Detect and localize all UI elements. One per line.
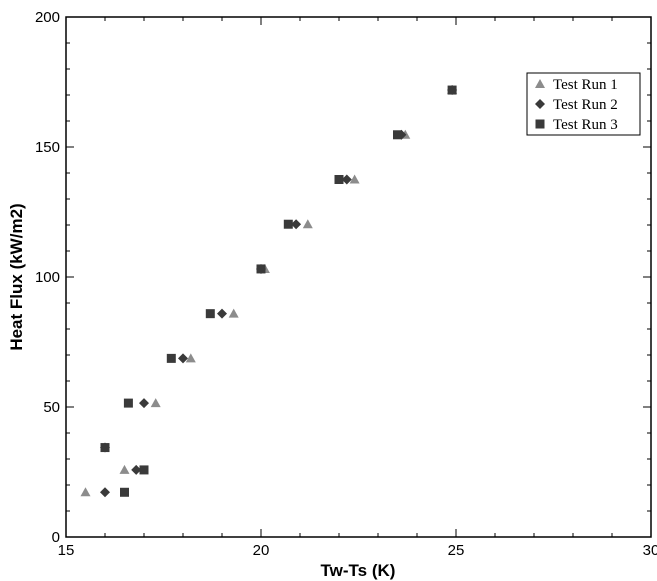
data-point-square (123, 398, 133, 408)
legend-marker-triangle (535, 79, 545, 88)
data-point-diamond (291, 219, 302, 230)
data-point-square (256, 264, 266, 274)
data-point-diamond (178, 353, 188, 364)
y-tick-label: 100 (35, 269, 60, 286)
legend-label: Test Run 2 (553, 97, 618, 113)
data-point-square (393, 130, 402, 140)
data-points (80, 85, 458, 498)
y-tick-label: 0 (52, 529, 60, 546)
legend-label: Test Run 1 (553, 77, 618, 93)
legend-label: Test Run 3 (553, 117, 618, 133)
data-point-triangle (185, 353, 196, 363)
legend: Test Run 1 Test Run 2 Test Run 3 (526, 72, 641, 136)
data-point-square (139, 465, 149, 475)
data-point-triangle (349, 174, 360, 184)
legend-marker-diamond (535, 99, 545, 109)
y-tick-label: 50 (43, 399, 60, 416)
data-point-diamond (131, 464, 142, 475)
axis-tick-labels: 15 20 25 30 0 50 100 150 200 (35, 9, 657, 559)
data-point-square (283, 219, 293, 229)
data-point-square (120, 487, 129, 497)
x-tick-label: 15 (58, 542, 75, 559)
data-point-diamond (217, 308, 227, 319)
data-point-diamond (139, 398, 149, 409)
axis-ticks (65, 16, 652, 538)
x-axis-title: Tw-Ts (K) (321, 561, 396, 580)
x-tick-label: 30 (643, 542, 657, 559)
data-point-triangle (150, 398, 161, 408)
data-point-triangle (119, 464, 130, 474)
data-point-square (166, 353, 176, 363)
data-point-square (100, 443, 110, 453)
data-point-square (334, 175, 344, 184)
data-point-square (205, 309, 215, 319)
legend-marker-square (535, 119, 545, 129)
x-tick-label: 25 (448, 542, 465, 559)
data-point-diamond (100, 487, 110, 498)
data-point-triangle (228, 308, 239, 318)
data-point-square (447, 85, 457, 95)
data-point-triangle (302, 219, 313, 229)
y-axis-title: Heat Flux (kW/m2) (7, 203, 26, 350)
y-tick-label: 150 (35, 139, 60, 156)
y-tick-label: 200 (35, 9, 60, 26)
x-tick-label: 20 (253, 542, 270, 559)
data-point-diamond (341, 174, 352, 185)
legend-box (526, 72, 641, 136)
data-point-triangle (80, 487, 91, 497)
